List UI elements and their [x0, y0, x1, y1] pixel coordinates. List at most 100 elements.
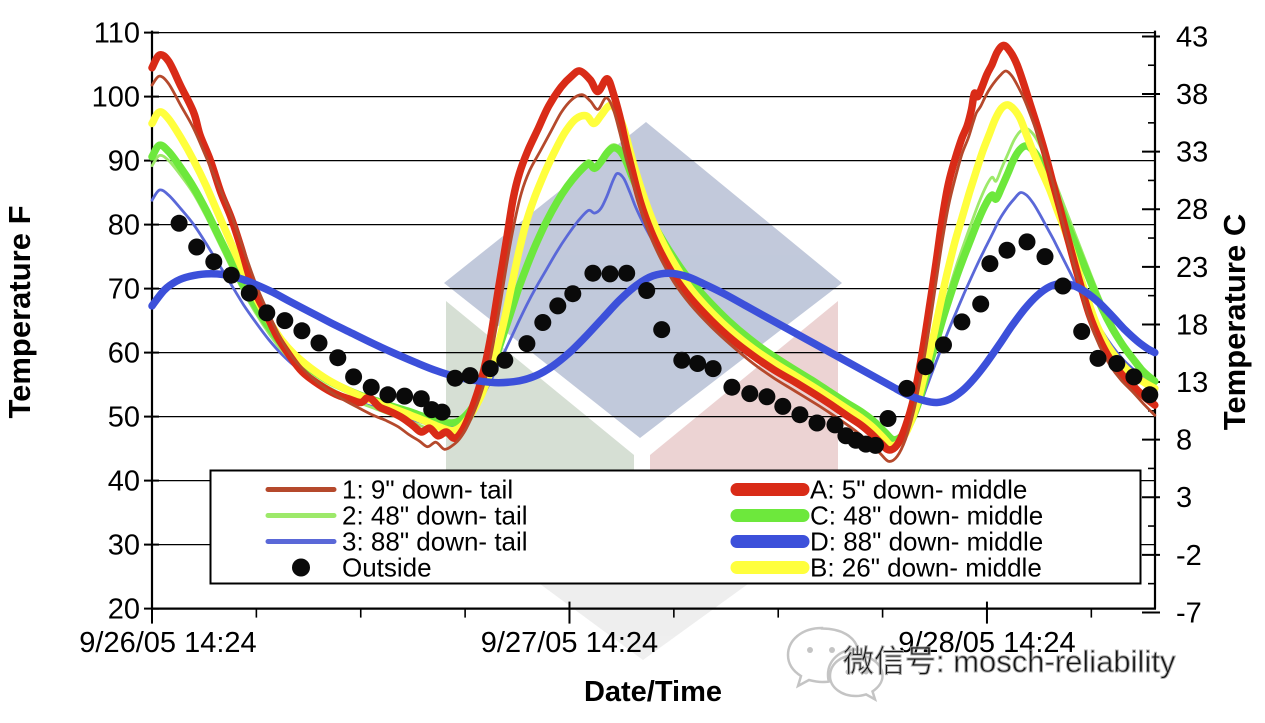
legend-label-A: A: 5" down- middle	[810, 475, 1027, 505]
legend-label-2: 2: 48" down- tail	[342, 501, 528, 531]
outside-dot	[170, 214, 188, 232]
outside-dot	[188, 238, 206, 256]
outside-dot	[1036, 248, 1054, 266]
outside-dot	[808, 414, 826, 432]
legend-label-B: B: 26" down- middle	[810, 553, 1042, 583]
outside-dot	[362, 378, 380, 396]
outside-dot	[446, 369, 464, 387]
y-tick-label-f: 80	[108, 210, 140, 242]
x-tick-label: 9/27/05 14:24	[481, 627, 658, 659]
outside-dot	[396, 387, 414, 405]
watermark: 微信号: mosch-reliability	[786, 626, 1176, 703]
legend-label-1: 1: 9" down- tail	[342, 475, 513, 505]
tick-labels: 110 100 90 80 70 60 50 40 30 20 43 38 33 28 23 18 13 8 3 -2…	[79, 18, 1208, 659]
legend-label-3: 3: 88" down- tail	[342, 527, 528, 557]
outside-dot	[1125, 368, 1143, 386]
y-tick-label-c: 13	[1176, 367, 1208, 399]
outside-dot	[1073, 323, 1091, 340]
legend-label-D: D: 88" down- middle	[810, 527, 1043, 557]
outside-dot	[379, 386, 397, 404]
y-tick-label-f: 20	[108, 594, 140, 626]
outside-dot	[953, 313, 971, 331]
y-tick-label-f: 50	[108, 402, 140, 434]
y-axis-title-right: Temperature C	[1217, 214, 1252, 431]
outside-dot	[481, 360, 499, 378]
y-tick-label-f: 70	[108, 274, 140, 306]
y-tick-label-f: 90	[108, 146, 140, 178]
y-tick-label-f: 60	[108, 338, 140, 370]
outside-dot	[1089, 349, 1107, 367]
outside-dot	[723, 378, 741, 396]
y-tick-label-c: 3	[1176, 482, 1192, 514]
outside-dot	[222, 266, 240, 284]
series-A-line	[148, 41, 1159, 454]
outside-dot	[898, 379, 916, 397]
outside-dot	[638, 282, 656, 299]
y-tick-label-c: 18	[1176, 309, 1208, 341]
outside-dot	[518, 335, 536, 353]
outside-dot	[653, 321, 671, 339]
outside-dot	[981, 255, 999, 273]
y-tick-label-c: 33	[1176, 137, 1208, 169]
logo-bottom-tip	[540, 584, 748, 660]
y-tick-label-f: 30	[108, 530, 140, 562]
outside-dot	[258, 304, 276, 322]
outside-dot	[433, 403, 451, 421]
y-tick-label-c: 28	[1176, 194, 1208, 226]
outside-dot	[758, 388, 776, 406]
outside-dot	[879, 410, 897, 427]
y-tick-label-c: 38	[1176, 79, 1208, 111]
series-lines	[148, 41, 1159, 463]
outside-dot	[741, 385, 759, 403]
outside-dot	[673, 351, 691, 369]
outside-dot	[1054, 277, 1072, 295]
series-1-line	[150, 69, 1157, 463]
legend-swatch-outside	[292, 558, 310, 577]
y-tick-label-c: -2	[1176, 540, 1202, 572]
outside-dot	[496, 351, 514, 369]
outside-dot	[618, 264, 636, 282]
outside-dot	[774, 397, 792, 415]
outside-dot	[205, 253, 223, 271]
watermark-text: 微信号: mosch-reliability	[843, 644, 1176, 679]
outside-dot	[240, 284, 258, 302]
y-axis-title-left: Temperature F	[2, 205, 37, 418]
wechat-icon	[786, 626, 884, 703]
legend-box	[209, 469, 1142, 585]
outside-dots	[170, 214, 1159, 454]
outside-dot	[1141, 386, 1159, 404]
y-tick-label-f: 110	[94, 18, 140, 50]
x-tick-label: 9/28/05 14:24	[898, 627, 1075, 659]
axis-titles: Temperature F Temperature C Date/Time	[2, 205, 1252, 708]
outside-dot	[1018, 233, 1036, 251]
outside-dot	[293, 322, 311, 340]
outside-dot	[689, 355, 707, 372]
y-tick-label-c: 43	[1176, 21, 1208, 53]
outside-dot	[826, 416, 844, 434]
x-tick-label: 9/26/05 14:24	[79, 627, 256, 659]
y-tick-label-f: 100	[92, 82, 140, 114]
outside-dot	[972, 295, 990, 313]
outside-dot	[1108, 355, 1126, 372]
y-tick-label-f: 40	[108, 466, 140, 498]
outside-dot	[412, 390, 430, 408]
series-D-line	[148, 269, 1159, 407]
outside-dot	[461, 367, 479, 385]
outside-dot	[867, 436, 884, 454]
y-tick-label-c: 8	[1176, 425, 1192, 457]
legend-label-outside: Outside	[342, 553, 432, 583]
y-tick-label-c: 23	[1176, 252, 1208, 284]
x-axis-title: Date/Time	[584, 676, 722, 708]
outside-dot	[935, 336, 952, 354]
outside-dot	[917, 358, 935, 376]
outside-dot	[584, 264, 602, 282]
outside-dot	[564, 285, 582, 303]
outside-dot	[276, 312, 294, 330]
outside-dot	[601, 265, 619, 283]
outside-dot	[704, 360, 722, 378]
outside-dot	[998, 241, 1016, 259]
